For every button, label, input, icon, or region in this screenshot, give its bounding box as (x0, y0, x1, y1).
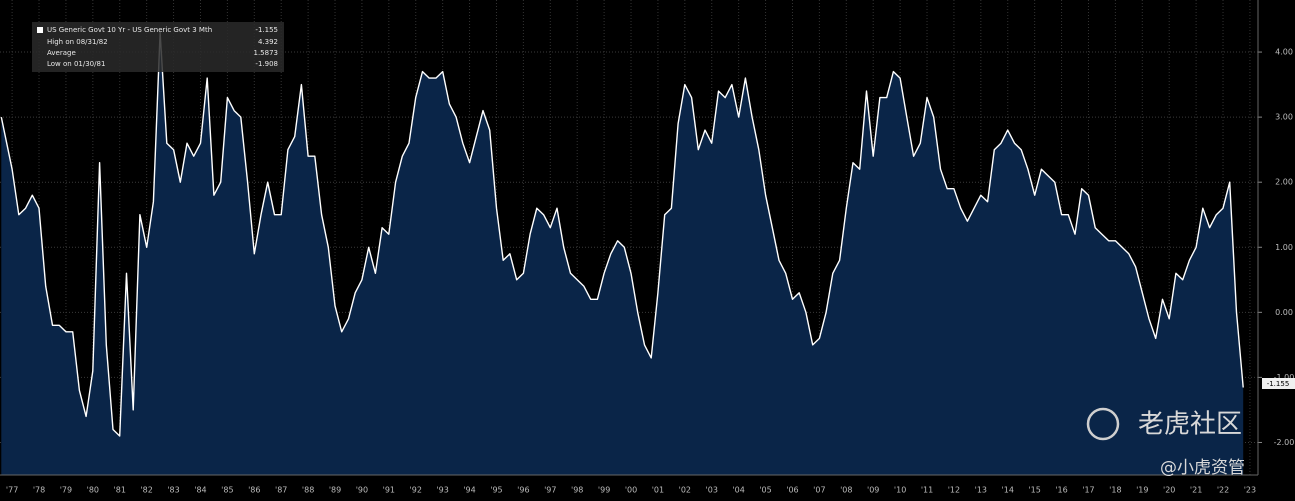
y-tick-label: -2.00 (1274, 438, 1295, 447)
x-tick-label: '95 (490, 486, 502, 495)
x-tick-label: '21 (1190, 486, 1202, 495)
x-tick-label: '02 (679, 486, 691, 495)
x-tick-label: '84 (194, 486, 206, 495)
watermark-handle: @小虎资管 (1160, 458, 1245, 478)
x-tick-label: '11 (921, 486, 933, 495)
legend-row-label: Low on 01/30/81 (47, 60, 105, 68)
watermark-logo (1086, 407, 1120, 441)
watermark: 老虎社区 @小虎资管 (1086, 407, 1245, 478)
legend-row-label: Average (47, 49, 76, 57)
x-tick-label: '09 (867, 486, 879, 495)
legend-box: US Generic Govt 10 Yr - US Generic Govt … (32, 22, 284, 72)
plot (0, 31, 1244, 475)
x-tick-label: '22 (1217, 486, 1229, 495)
x-tick-label: '83 (167, 486, 179, 495)
x-tick-label: '78 (33, 486, 45, 495)
x-tick-label: '08 (840, 486, 852, 495)
x-tick-label: '20 (1163, 486, 1175, 495)
x-tick-label: '89 (329, 486, 341, 495)
last-value-label: -1.155 (1267, 380, 1290, 388)
last-value-tag: -1.155 (1262, 378, 1295, 389)
legend-title: US Generic Govt 10 Yr - US Generic Govt … (47, 26, 212, 34)
x-tick-label: '10 (894, 486, 906, 495)
x-tick-label: '19 (1136, 486, 1148, 495)
legend-last-value: -1.155 (255, 26, 278, 34)
x-tick-label: '01 (652, 486, 664, 495)
x-tick-label: '94 (463, 486, 475, 495)
y-tick-label: 3.00 (1275, 113, 1293, 122)
x-tick-label: '86 (248, 486, 260, 495)
y-tick-label: -1.00 (1274, 373, 1295, 382)
legend-row-value: 4.392 (258, 38, 278, 46)
x-tick-label: '92 (410, 486, 422, 495)
x-tick-label: '15 (1028, 486, 1040, 495)
x-tick-label: '23 (1244, 486, 1256, 495)
x-tick-label: '80 (87, 486, 99, 495)
x-tick-label: '88 (302, 486, 314, 495)
x-tick-label: '12 (948, 486, 960, 495)
x-tick-label: '05 (759, 486, 771, 495)
x-tick-label: '85 (221, 486, 233, 495)
x-tick-label: '18 (1109, 486, 1121, 495)
x-tick-label: '79 (60, 486, 72, 495)
x-tick-label: '77 (6, 486, 18, 495)
x-tick-label: '16 (1055, 486, 1067, 495)
y-tick-label: 1.00 (1275, 243, 1293, 252)
x-tick-label: '97 (544, 486, 556, 495)
x-tick-label: '14 (1002, 486, 1014, 495)
x-tick-label: '04 (732, 486, 744, 495)
x-tick-label: '90 (356, 486, 368, 495)
x-tick-label: '81 (114, 486, 126, 495)
x-tick-label: '91 (383, 486, 395, 495)
x-tick-label: '93 (436, 486, 448, 495)
x-tick-label: '06 (786, 486, 798, 495)
legend-row-value: 1.5873 (254, 49, 279, 57)
x-tick-label: '98 (571, 486, 583, 495)
x-tick-label: '07 (813, 486, 825, 495)
x-tick-label: '96 (517, 486, 529, 495)
legend-row-label: High on 08/31/82 (47, 38, 108, 46)
legend-swatch (37, 27, 43, 33)
y-tick-label: 0.00 (1275, 308, 1293, 317)
line (0, 31, 1244, 437)
y-tick-label: 4.00 (1275, 48, 1293, 57)
legend-row-value: -1.908 (255, 60, 278, 68)
legend-background (32, 22, 284, 72)
y-tick-label: 2.00 (1275, 178, 1293, 187)
x-tick-label: '82 (140, 486, 152, 495)
x-tick-label: '03 (706, 486, 718, 495)
x-tick-label: '99 (598, 486, 610, 495)
x-tick-label: '13 (975, 486, 987, 495)
x-tick-label: '17 (1082, 486, 1094, 495)
x-tick-label: '00 (625, 486, 637, 495)
watermark-text: 老虎社区 (1138, 410, 1242, 440)
last-value-box (1262, 378, 1295, 389)
x-tick-label: '87 (275, 486, 287, 495)
area-fill (1, 32, 1244, 475)
